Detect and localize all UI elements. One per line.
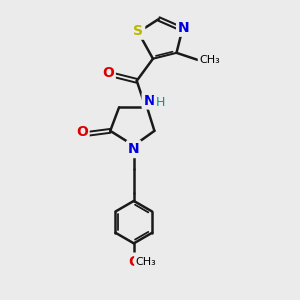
Text: CH₃: CH₃ [200,55,220,65]
Text: N: N [178,21,190,35]
Text: O: O [128,255,140,268]
Text: S: S [133,24,143,38]
Text: N: N [144,94,155,107]
Text: CH₃: CH₃ [136,256,157,267]
Text: H: H [156,96,165,110]
Text: O: O [76,125,88,139]
Text: O: O [102,66,114,80]
Text: N: N [128,142,140,156]
